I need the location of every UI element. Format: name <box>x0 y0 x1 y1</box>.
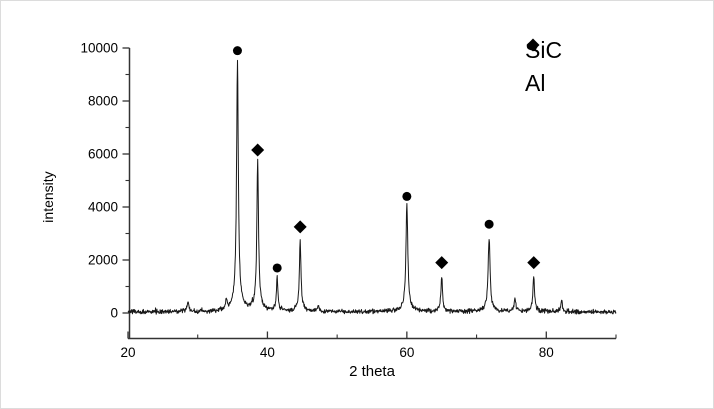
y-tick-label: 8000 <box>88 94 118 109</box>
x-axis-title: 2 theta <box>349 363 395 380</box>
al-peak-marker <box>251 143 265 157</box>
al-peak-marker <box>435 256 449 270</box>
legend: SiC Al <box>525 37 562 96</box>
y-tick-label: 2000 <box>88 253 118 268</box>
x-tick-label: 20 <box>120 345 135 360</box>
legend-item-al: Al <box>525 38 562 96</box>
sic-peak-marker <box>272 263 282 273</box>
y-tick-label: 10000 <box>80 41 118 56</box>
y-tick-label: 6000 <box>88 147 118 162</box>
y-axis-title: intensity <box>40 171 56 223</box>
xrd-trace <box>127 59 617 315</box>
al-peak-marker <box>527 256 541 270</box>
al-diamond-marker-icon <box>526 38 540 52</box>
al-peak-marker <box>293 220 307 234</box>
x-tick-label: 80 <box>539 345 554 360</box>
x-tick-label: 40 <box>260 345 275 360</box>
sic-peak-marker <box>232 46 242 56</box>
sic-peak-marker <box>402 191 412 201</box>
y-tick-label: 0 <box>110 306 118 321</box>
legend-label-al: Al <box>525 69 546 96</box>
sic-peak-marker <box>484 219 494 229</box>
y-tick-label: 4000 <box>88 200 118 215</box>
x-tick-label: 60 <box>399 345 414 360</box>
